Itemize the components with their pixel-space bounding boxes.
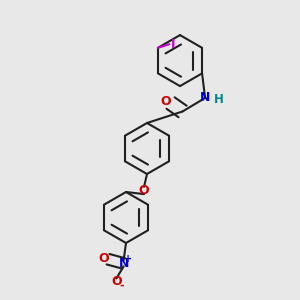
- Text: O: O: [160, 95, 171, 108]
- Text: O: O: [98, 252, 109, 265]
- Text: N: N: [118, 257, 129, 270]
- Text: +: +: [124, 254, 133, 264]
- Text: H: H: [214, 93, 224, 106]
- Text: N: N: [200, 92, 210, 104]
- Text: O: O: [111, 275, 122, 288]
- Text: O: O: [139, 184, 149, 197]
- Text: I: I: [171, 38, 175, 51]
- Text: -: -: [119, 280, 124, 291]
